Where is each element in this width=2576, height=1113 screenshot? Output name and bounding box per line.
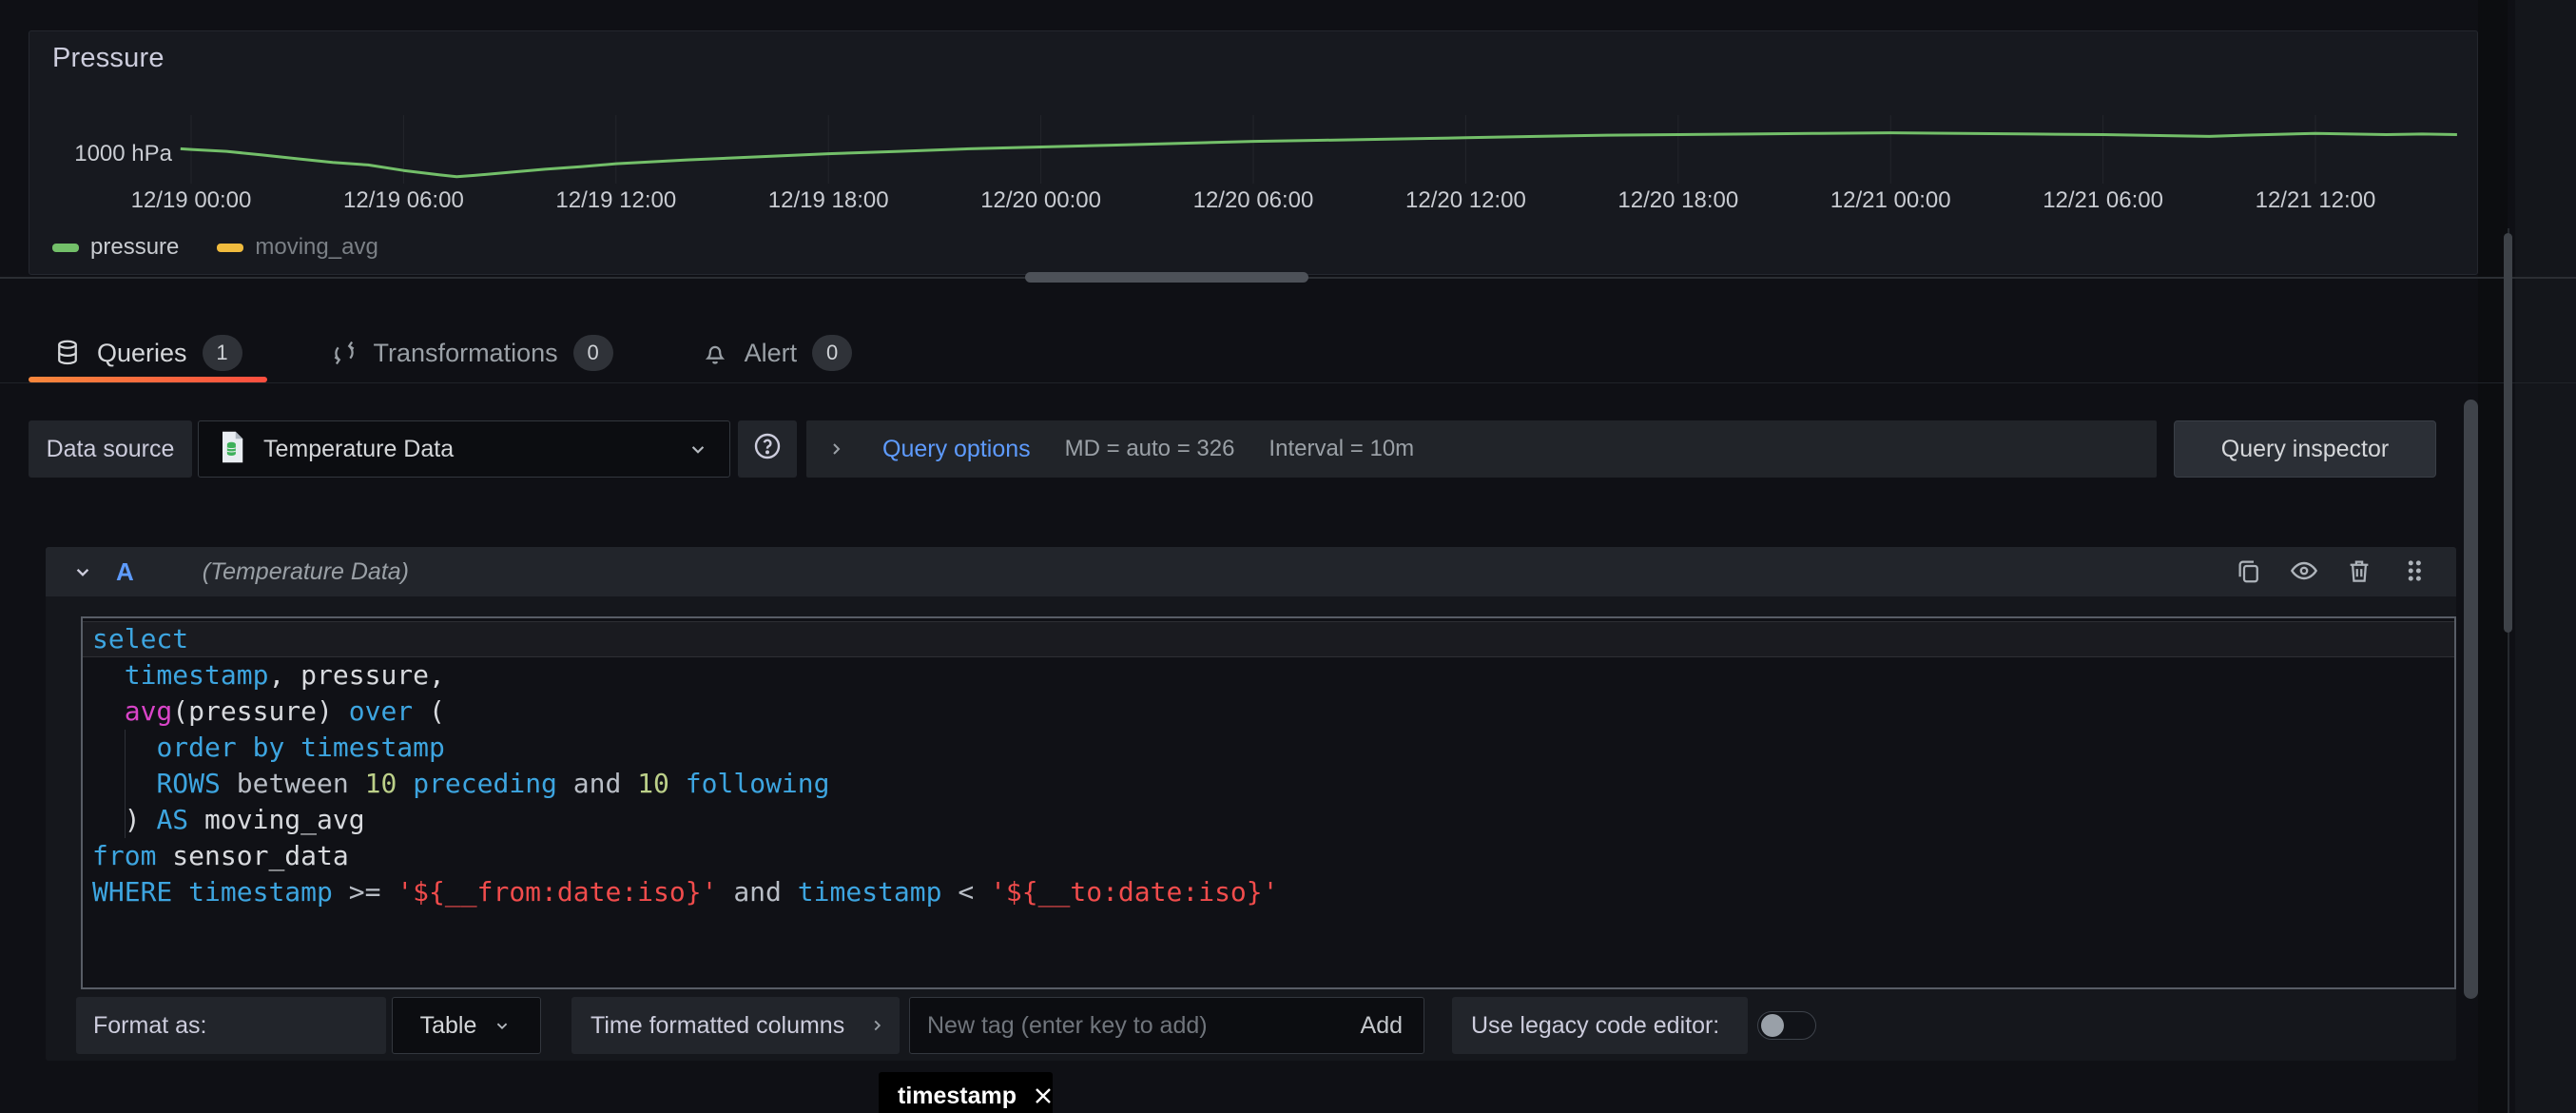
datasource-label: Data source [29,420,192,478]
code-line: select [92,623,189,654]
svg-text:12/20 06:00: 12/20 06:00 [1193,187,1314,213]
right-side-panel-edge [2515,0,2576,1113]
legend-item-pressure[interactable]: pressure [52,234,179,261]
pressure-panel: 12/19 00:00 12/19 06:00 12/19 12:00 12/19 1… [29,30,2478,275]
drag-handle[interactable] [2397,555,2431,589]
help-button[interactable] [738,420,797,478]
chevron-right-icon [867,1015,888,1036]
query-row-header[interactable]: A (Temperature Data) [46,547,2456,596]
datasource-picker[interactable]: Temperature Data [198,420,730,478]
pressure-chart[interactable]: 12/19 00:00 12/19 06:00 12/19 12:00 12/19 1… [29,31,2479,276]
code-line: order by timestamp [156,732,445,763]
tab-count-badge: 0 [572,335,613,371]
code-line: WHERE timestamp >= '${__from:date:iso}' … [92,876,1279,908]
svg-text:12/19 18:00: 12/19 18:00 [768,187,889,213]
datasource-value: Temperature Data [263,435,455,462]
close-icon[interactable] [1032,1084,1055,1107]
editor-tabs: Queries 1 Transformations 0 Alert 0 [29,323,877,382]
chevron-down-icon [686,437,710,461]
query-inspector-button[interactable]: Query inspector [2174,420,2436,478]
current-line-highlight [83,621,2454,657]
query-datasource-hint: (Temperature Data) [202,557,410,585]
legend-swatch [217,243,244,252]
tab-queries[interactable]: Queries 1 [29,323,267,382]
legend-label: pressure [90,234,180,260]
tabs-divider [0,382,2576,383]
code-line: ) AS moving_avg [92,804,365,835]
transform-icon [330,339,358,367]
code-line: timestamp, pressure, [124,659,445,691]
time-formatted-columns-text: Time formatted columns [591,1011,845,1039]
add-tag-button[interactable]: Add [1360,1011,1403,1039]
toggle-knob [1761,1014,1784,1037]
svg-text:1000 hPa: 1000 hPa [74,141,172,166]
tab-label: Transformations [373,338,558,367]
page-scrollbar-track[interactable] [2508,228,2509,1113]
query-row-card: A (Temperature Data) select time [46,547,2456,1061]
help-icon [752,431,783,468]
svg-text:12/21 06:00: 12/21 06:00 [2043,187,2163,213]
code-line: from sensor_data [92,840,349,871]
query-actions [2232,555,2431,589]
chevron-down-icon [492,1015,513,1036]
svg-text:12/21 00:00: 12/21 00:00 [1830,187,1951,213]
legacy-editor-label: Use legacy code editor: [1452,997,1748,1054]
query-ref-id: A [116,556,134,586]
chevron-right-icon [825,438,848,460]
legacy-editor-toggle[interactable] [1757,1011,1816,1040]
legend-swatch [52,243,79,252]
tab-label: Queries [97,338,187,367]
time-column-tag[interactable]: timestamp [879,1072,1053,1113]
tab-alert[interactable]: Alert 0 [676,323,878,382]
datasource-file-icon [218,430,246,469]
section-scrollbar-thumb[interactable] [2464,400,2478,999]
panel-title: Pressure [52,43,165,73]
query-options-interval: Interval = 10m [1269,436,1415,461]
grip-dots-icon [2400,556,2429,588]
horizontal-scrollbar-thumb[interactable] [1025,272,1308,283]
copy-icon [2235,556,2263,588]
bell-icon [701,339,729,367]
tab-transformations[interactable]: Transformations 0 [305,323,638,382]
delete-query-button[interactable] [2342,555,2376,589]
query-options-bar[interactable]: Query options MD = auto = 326 Interval =… [806,420,2157,478]
sql-code[interactable]: select timestamp, pressure, avg(pressure… [83,621,2454,910]
right-gutter [2478,0,2508,1113]
format-as-label: Format as: [76,997,386,1054]
time-formatted-columns-label: Time formatted columns [571,997,900,1054]
svg-text:12/20 18:00: 12/20 18:00 [1617,187,1738,213]
tab-count-badge: 1 [202,335,242,371]
tag-label: timestamp [898,1082,1017,1109]
page-scrollbar-thumb[interactable] [2504,233,2512,633]
eye-icon [2289,556,2319,589]
sql-editor[interactable]: select timestamp, pressure, avg(pressure… [81,616,2456,989]
legend-label: moving_avg [255,234,378,260]
svg-text:12/19 12:00: 12/19 12:00 [555,187,676,213]
code-line: ROWS between 10 preceding and 10 followi… [156,768,830,799]
collapse-chevron-icon[interactable] [70,559,95,584]
code-line: avg(pressure) over ( [124,695,445,727]
new-tag-inputbox: Add [909,997,1424,1054]
format-as-select[interactable]: Table [392,997,541,1054]
svg-text:12/19 06:00: 12/19 06:00 [343,187,464,213]
query-options-link[interactable]: Query options [882,435,1031,462]
new-tag-input[interactable] [927,1011,1361,1040]
legend-item-moving_avg[interactable]: moving_avg [217,234,378,261]
format-as-value: Table [419,1011,477,1039]
svg-text:12/21 12:00: 12/21 12:00 [2256,187,2376,213]
query-options-md: MD = auto = 326 [1064,436,1235,461]
trash-icon [2345,556,2373,588]
svg-text:12/19 00:00: 12/19 00:00 [131,187,252,213]
indent-guide [125,730,126,838]
tab-count-badge: 0 [812,335,853,371]
toggle-visibility-button[interactable] [2287,555,2321,589]
svg-text:12/20 00:00: 12/20 00:00 [980,187,1101,213]
chart-legend: pressure moving_avg [52,233,378,262]
duplicate-query-button[interactable] [2232,555,2266,589]
series-line-pressure [180,131,2457,179]
svg-text:12/20 12:00: 12/20 12:00 [1405,187,1526,213]
database-icon [53,339,82,367]
tab-label: Alert [744,338,798,367]
